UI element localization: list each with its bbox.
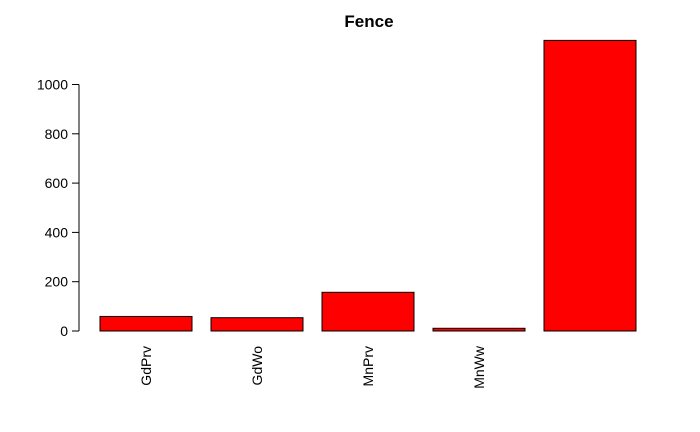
y-tick-label: 400 bbox=[45, 224, 69, 240]
x-tick-label: MnPrv bbox=[360, 346, 376, 386]
y-tick-label: 0 bbox=[60, 323, 68, 339]
x-tick-label: GdWo bbox=[249, 346, 265, 386]
x-tick-label: GdPrv bbox=[138, 346, 154, 386]
y-axis: 0 200 400 600 800 1000 bbox=[37, 77, 80, 339]
y-tick-label: 200 bbox=[45, 274, 69, 290]
y-tick-label: 600 bbox=[45, 175, 69, 191]
chart-title: Fence bbox=[344, 12, 393, 31]
x-tick-label: MnWw bbox=[471, 345, 487, 389]
bar-unlabeled bbox=[543, 39, 637, 332]
x-axis-labels: GdPrv GdWo MnPrv MnWw bbox=[138, 345, 487, 389]
bar-gdprv bbox=[99, 315, 193, 332]
bar-mnprv bbox=[321, 291, 415, 332]
bar-mnww bbox=[432, 327, 526, 332]
y-tick-label: 1000 bbox=[37, 77, 68, 93]
bars bbox=[99, 39, 637, 332]
bar-gdwo bbox=[210, 317, 304, 332]
y-tick-label: 800 bbox=[45, 126, 69, 142]
